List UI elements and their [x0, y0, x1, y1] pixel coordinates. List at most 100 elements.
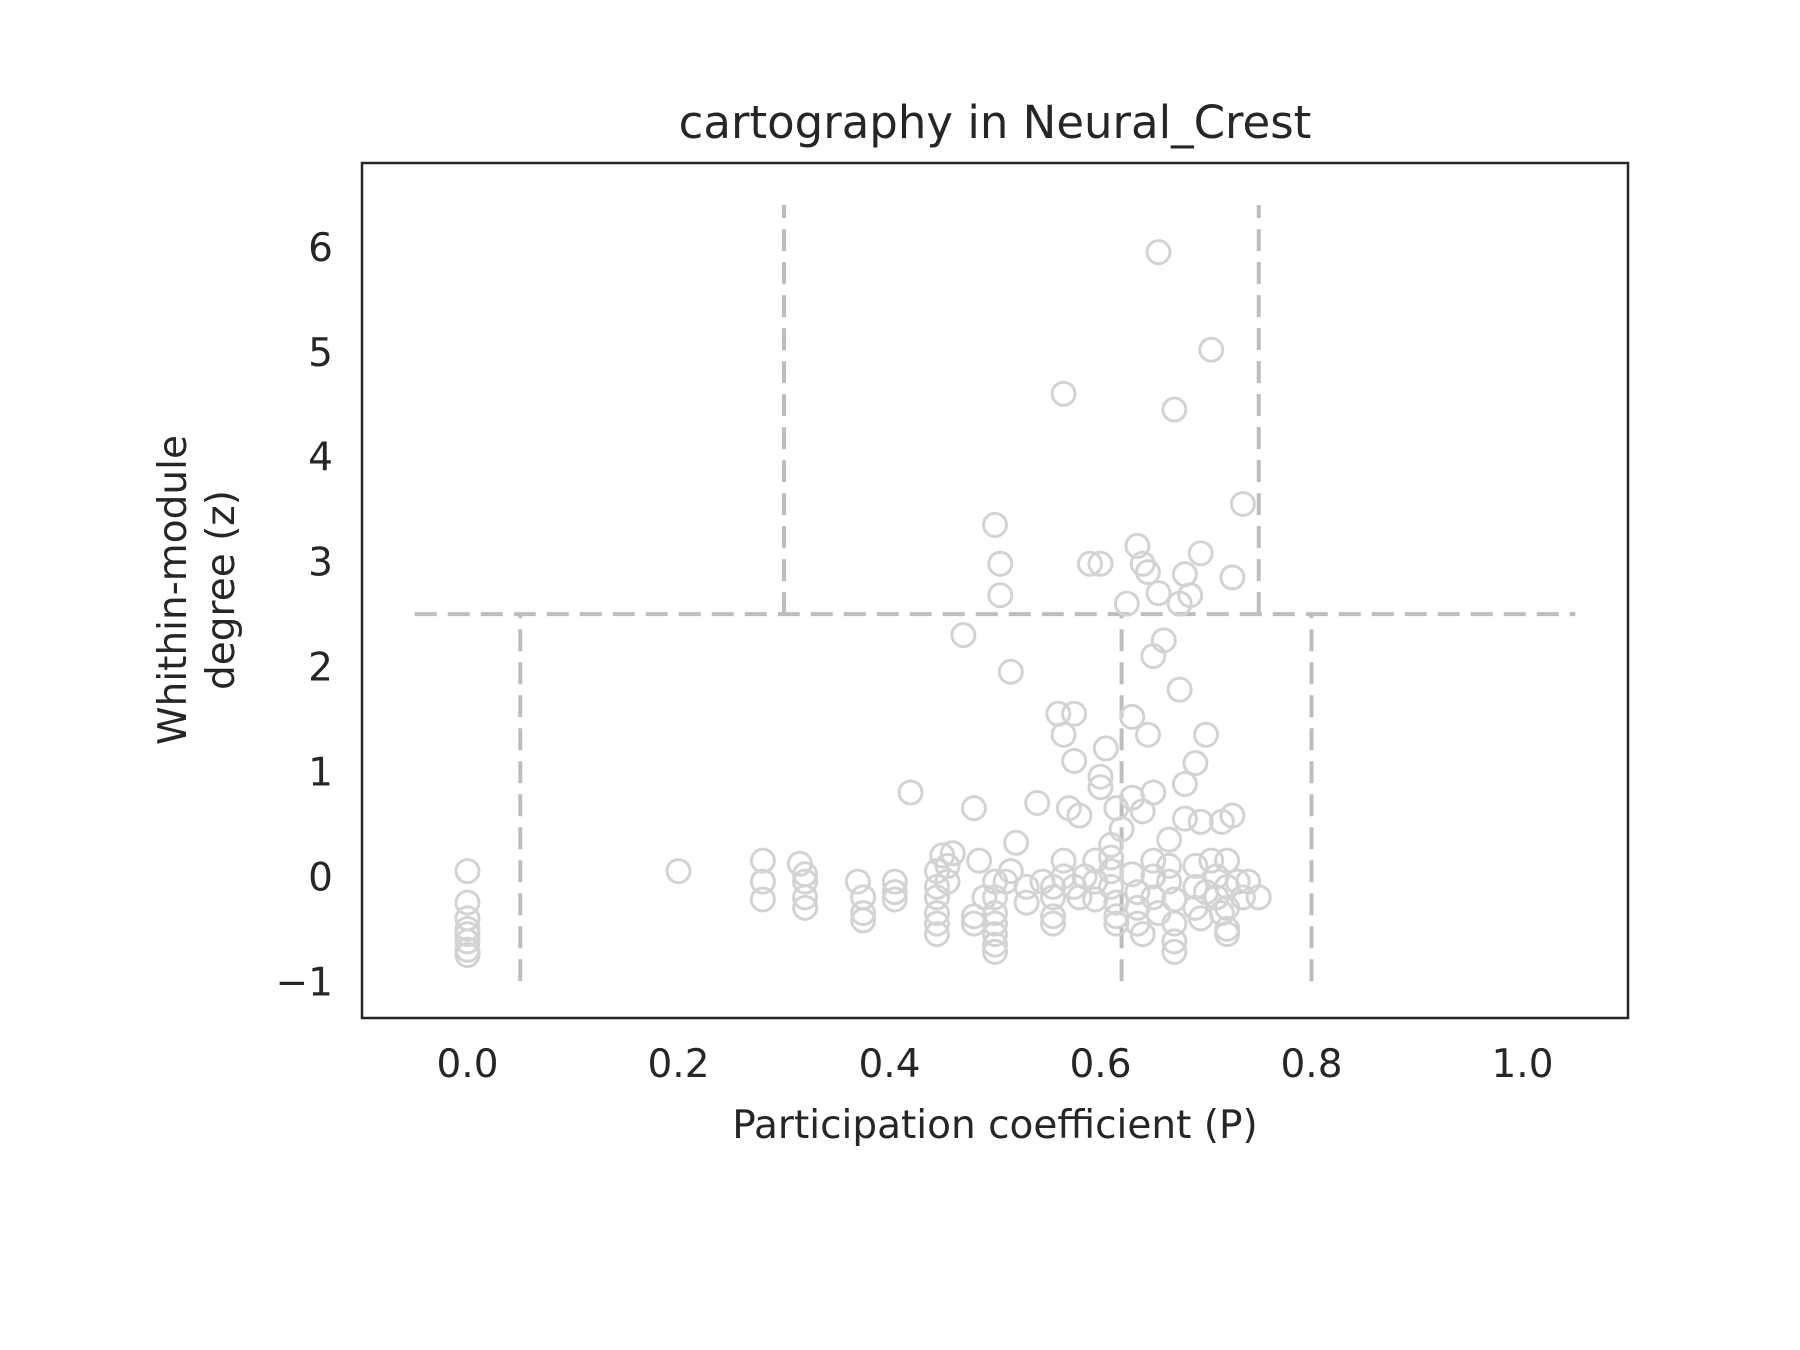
- data-point: [1245, 884, 1272, 911]
- y-tick-label: −1: [276, 960, 334, 1005]
- y-tick-label: 4: [308, 436, 333, 481]
- data-point: [1024, 789, 1051, 816]
- data-point: [982, 900, 1008, 927]
- data-point: [982, 931, 1008, 958]
- data-point: [1208, 900, 1235, 927]
- y-axis-ticks: −1 0 1 2 3 4 5 6: [276, 226, 334, 1005]
- data-point: [1219, 564, 1246, 591]
- data-point: [1161, 938, 1188, 965]
- data-point: [1171, 561, 1198, 588]
- data-point: [1140, 643, 1167, 670]
- data-point: [1145, 580, 1172, 607]
- data-point: [987, 582, 1014, 609]
- data-point: [1040, 910, 1067, 937]
- data-point: [1050, 380, 1077, 407]
- y-axis-label-line-2: degree (z): [199, 490, 244, 690]
- data-point: [844, 868, 871, 895]
- data-point: [960, 795, 987, 822]
- data-point: [966, 847, 993, 874]
- data-point: [1171, 771, 1198, 798]
- y-tick-label: 6: [308, 226, 333, 271]
- data-point: [1171, 805, 1198, 832]
- data-point: [1198, 336, 1225, 363]
- data-point: [792, 894, 819, 921]
- data-point: [982, 511, 1008, 538]
- data-point: [1198, 847, 1225, 874]
- data-point: [1193, 721, 1219, 748]
- data-point: [923, 910, 950, 937]
- data-point: [1087, 550, 1114, 577]
- data-point: [792, 884, 819, 911]
- plot-frame: [360, 161, 1630, 1020]
- data-point: [1013, 889, 1040, 916]
- x-axis-ticks: 0.0 0.2 0.4 0.6 0.8 1.0: [436, 1042, 1553, 1087]
- data-point: [1140, 847, 1167, 874]
- data-point: [1082, 886, 1109, 913]
- data-point: [1124, 879, 1151, 906]
- data-point: [1156, 852, 1183, 879]
- data-point: [881, 886, 908, 913]
- data-point: [1150, 627, 1177, 654]
- data-point: [997, 858, 1024, 885]
- data-point: [1098, 844, 1125, 871]
- data-point: [1145, 900, 1172, 927]
- data-point: [1103, 795, 1130, 822]
- data-point: [960, 910, 987, 937]
- data-point: [850, 907, 877, 934]
- data-point: [997, 658, 1024, 685]
- data-point: [897, 779, 924, 806]
- x-tick-label: 1.0: [1491, 1042, 1553, 1087]
- data-point: [1161, 910, 1188, 937]
- data-points: [454, 239, 1272, 969]
- data-point: [1182, 750, 1209, 777]
- data-point: [454, 928, 481, 955]
- data-point: [923, 921, 950, 948]
- data-point: [982, 938, 1008, 965]
- data-point: [1103, 910, 1130, 937]
- data-point: [792, 868, 819, 895]
- data-point: [1050, 847, 1077, 874]
- data-point: [1134, 559, 1161, 586]
- data-point: [1187, 808, 1214, 835]
- data-point: [1061, 747, 1088, 774]
- data-point: [1214, 847, 1241, 874]
- data-point: [1050, 721, 1077, 748]
- data-point: [1113, 590, 1140, 617]
- data-point: [454, 858, 481, 885]
- data-point: [665, 858, 692, 885]
- data-point: [1229, 490, 1256, 517]
- data-point: [1119, 861, 1146, 888]
- data-point: [1182, 852, 1209, 879]
- data-point: [1161, 396, 1188, 423]
- data-point: [1076, 550, 1103, 577]
- data-point: [1108, 816, 1135, 843]
- data-point: [1166, 676, 1193, 703]
- data-point: [1229, 884, 1256, 911]
- y-axis-label-line-1: Whithin-module: [151, 435, 196, 745]
- data-point: [454, 942, 481, 969]
- data-point: [1161, 928, 1188, 955]
- data-point: [749, 886, 776, 913]
- data-point: [749, 847, 776, 874]
- data-point: [850, 900, 877, 927]
- data-point: [881, 868, 908, 895]
- data-point: [1087, 774, 1114, 801]
- x-tick-label: 0.6: [1069, 1042, 1131, 1087]
- data-point: [1003, 829, 1030, 856]
- data-point: [987, 550, 1014, 577]
- data-point: [950, 622, 977, 649]
- data-point: [1040, 903, 1067, 930]
- data-point: [1087, 763, 1114, 790]
- data-point: [1129, 921, 1156, 948]
- data-point: [1224, 868, 1251, 895]
- data-point: [982, 910, 1008, 937]
- data-point: [1140, 884, 1167, 911]
- data-point: [1066, 802, 1093, 829]
- data-point: [1156, 826, 1183, 853]
- data-point: [881, 879, 908, 906]
- data-point: [982, 921, 1008, 948]
- data-point: [1098, 873, 1125, 900]
- data-point: [939, 840, 966, 867]
- data-point: [1219, 802, 1246, 829]
